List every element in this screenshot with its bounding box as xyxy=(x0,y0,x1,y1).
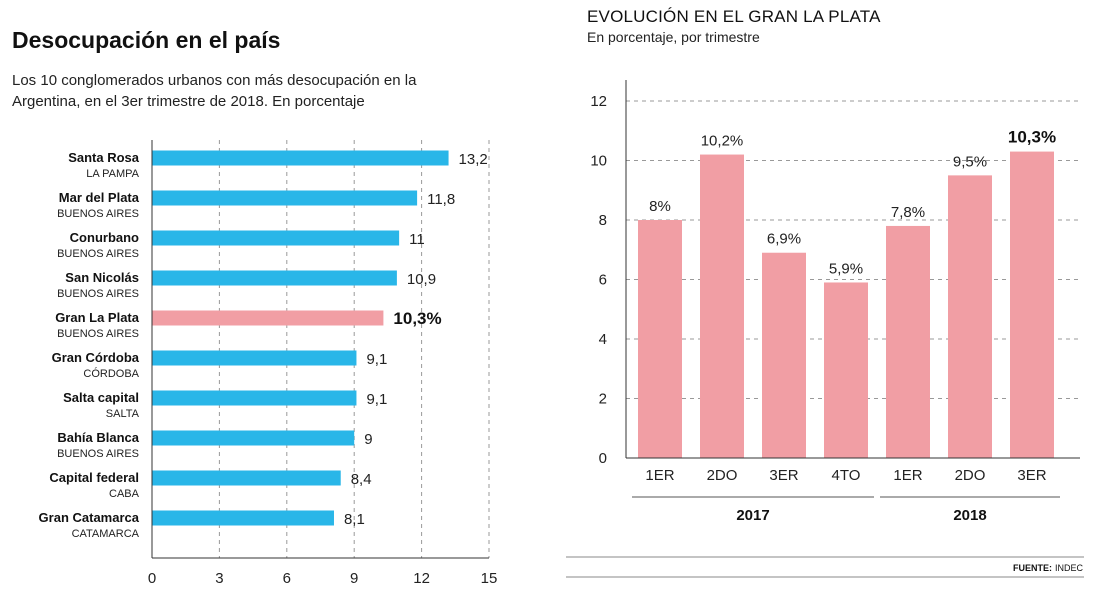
right-bar xyxy=(638,220,682,458)
left-bar xyxy=(152,510,334,526)
right-value-label: 10,3% xyxy=(1008,128,1056,147)
left-bar xyxy=(152,190,418,206)
left-category-label: Gran Catamarca xyxy=(39,510,140,525)
right-x-tick-label: 2DO xyxy=(707,467,738,484)
right-bar xyxy=(948,175,992,458)
left-category-sublabel: CATAMARCA xyxy=(72,528,140,540)
left-category-sublabel: CABA xyxy=(109,488,140,500)
left-x-tick-label: 15 xyxy=(481,570,498,587)
left-category-sublabel: CÓRDOBA xyxy=(83,367,139,380)
left-value-label: 8,4 xyxy=(351,471,372,488)
left-value-label: 13,2 xyxy=(459,151,488,168)
right-value-label: 6,9% xyxy=(767,231,801,248)
left-value-label: 9 xyxy=(364,431,372,448)
left-category-label: Salta capital xyxy=(63,390,139,405)
left-category-label: Gran Córdoba xyxy=(52,350,140,365)
right-x-tick-label: 3ER xyxy=(769,467,798,484)
right-x-tick-label: 1ER xyxy=(893,467,922,484)
right-y-tick-label: 0 xyxy=(599,450,607,467)
right-value-label: 10,2% xyxy=(701,133,744,150)
right-x-tick-label: 4TO xyxy=(832,467,861,484)
left-x-tick-label: 0 xyxy=(148,570,156,587)
left-bar xyxy=(152,430,355,446)
right-y-tick-label: 8 xyxy=(599,212,607,229)
source-credit: FUENTE: INDEC xyxy=(1013,563,1084,573)
right-year-label: 2018 xyxy=(953,507,986,524)
left-bar xyxy=(152,150,449,166)
right-y-tick-label: 4 xyxy=(599,331,607,348)
left-category-label: Capital federal xyxy=(49,470,139,485)
right-chart-bars: 8% 10,2% 6,9% 5,9% 7,8% 9,5% 10,3% xyxy=(638,128,1056,459)
source-label: FUENTE: xyxy=(1013,563,1052,573)
right-bar xyxy=(824,282,868,458)
left-category-sublabel: BUENOS AIRES xyxy=(57,328,139,340)
right-x-tick-label: 3ER xyxy=(1017,467,1046,484)
source-value: INDEC xyxy=(1055,563,1084,573)
left-value-label: 10,3% xyxy=(393,309,441,328)
left-chart-gridlines xyxy=(218,140,490,558)
right-value-label: 7,8% xyxy=(891,204,925,221)
left-chart-bars: Santa Rosa LA PAMPA 13,2 Mar del Plata BUENO… xyxy=(39,150,488,540)
left-bar xyxy=(152,310,384,326)
right-value-label: 9,5% xyxy=(953,153,987,170)
left-bar xyxy=(152,470,341,486)
left-bar xyxy=(152,390,357,406)
left-chart-subtitle-line-1: Los 10 conglomerados urbanos con más des… xyxy=(12,72,417,89)
right-x-tick-label: 2DO xyxy=(955,467,986,484)
left-value-label: 10,9 xyxy=(407,271,436,288)
left-bar xyxy=(152,350,357,366)
left-value-label: 8,1 xyxy=(344,511,365,528)
right-value-label: 8% xyxy=(649,198,671,215)
left-category-label: Conurbano xyxy=(70,230,139,245)
left-x-tick-label: 12 xyxy=(413,570,430,587)
left-x-tick-label: 9 xyxy=(350,570,358,587)
left-chart-subtitle-line-2: Argentina, en el 3er trimestre de 2018. … xyxy=(12,93,365,110)
left-category-sublabel: LA PAMPA xyxy=(86,168,139,180)
right-x-tick-label: 1ER xyxy=(645,467,674,484)
right-bar xyxy=(700,154,744,459)
left-value-label: 11,8 xyxy=(427,191,455,208)
right-y-tick-label: 2 xyxy=(599,391,607,408)
right-bar xyxy=(1010,151,1054,458)
left-category-label: Bahía Blanca xyxy=(57,430,139,445)
left-category-sublabel: BUENOS AIRES xyxy=(57,288,139,300)
left-category-label: Santa Rosa xyxy=(68,150,140,165)
left-category-sublabel: BUENOS AIRES xyxy=(57,208,139,220)
right-y-tick-label: 6 xyxy=(599,272,607,289)
left-bar xyxy=(152,230,400,246)
left-bar xyxy=(152,270,397,286)
left-value-label: 9,1 xyxy=(366,351,387,368)
left-category-sublabel: BUENOS AIRES xyxy=(57,248,139,260)
right-chart-subtitle: En porcentaje, por trimestre xyxy=(587,29,760,45)
left-chart-x-axis: 0 3 6 9 12 15 xyxy=(148,140,498,587)
left-chart-title: Desocupación en el país xyxy=(12,27,280,53)
right-bar xyxy=(762,252,806,458)
left-value-label: 9,1 xyxy=(366,391,387,408)
left-value-label: 11 xyxy=(409,231,425,248)
left-category-label: Gran La Plata xyxy=(55,310,140,325)
right-y-tick-label: 12 xyxy=(590,93,607,110)
left-category-label: San Nicolás xyxy=(65,270,139,285)
left-category-sublabel: SALTA xyxy=(106,408,140,420)
left-category-label: Mar del Plata xyxy=(59,190,140,205)
right-y-tick-label: 10 xyxy=(590,153,607,170)
left-x-tick-label: 3 xyxy=(215,570,223,587)
right-chart-axes: 0 2 4 6 8 10 12 1ER 2DO 3ER 4TO 1ER 2DO 3ER 2017 2018 xyxy=(590,80,1080,524)
right-value-label: 5,9% xyxy=(829,260,863,277)
right-chart-title: EVOLUCIÓN EN EL GRAN LA PLATA xyxy=(587,7,881,26)
right-bar xyxy=(886,225,930,458)
left-category-sublabel: BUENOS AIRES xyxy=(57,448,139,460)
left-x-tick-label: 6 xyxy=(283,570,291,587)
right-year-label: 2017 xyxy=(736,507,769,524)
